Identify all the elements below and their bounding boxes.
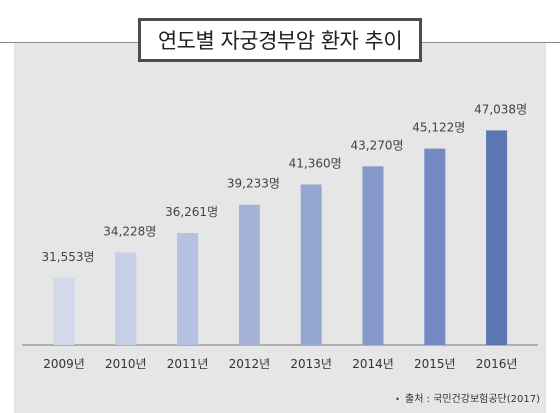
bar-2 <box>177 233 199 345</box>
bar-7 <box>486 130 508 345</box>
chart-panel <box>14 42 546 413</box>
source-note: • 출처 : 국민건강보험공단(2017) <box>395 390 540 405</box>
x-tick-2: 2011년 <box>167 357 209 371</box>
bar-series <box>53 130 508 345</box>
value-label-1: 34,228명 <box>103 224 156 238</box>
x-tick-1: 2010년 <box>105 357 147 371</box>
x-tick-4: 2013년 <box>290 357 332 371</box>
bar-6 <box>424 148 446 345</box>
x-tick-labels: 2009년 2010년 2011년 2012년 2013년 2014년 2015년 2016년 <box>43 357 517 371</box>
value-label-4: 41,360명 <box>289 157 342 171</box>
bar-5 <box>362 166 384 345</box>
value-label-7: 47,038명 <box>474 102 527 116</box>
source-bullet: • <box>395 395 400 404</box>
chart-title: 연도별 자궁경부암 환자 추이 <box>138 18 422 62</box>
x-tick-0: 2009년 <box>43 357 85 371</box>
value-label-6: 45,122명 <box>412 121 465 135</box>
source-text: 출처 : 국민건강보험공단(2017) <box>405 394 540 405</box>
x-tick-7: 2016년 <box>476 357 518 371</box>
value-labels: 31,553명 34,228명 36,261명 39,233명 41,360명 43,27… <box>41 102 527 263</box>
value-label-0: 31,553명 <box>41 250 94 264</box>
bar-4 <box>300 184 322 345</box>
bar-3 <box>238 204 260 345</box>
bar-1 <box>115 252 137 345</box>
x-tick-3: 2012년 <box>229 357 271 371</box>
x-tick-5: 2014년 <box>352 357 394 371</box>
value-label-5: 43,270명 <box>350 138 403 152</box>
bar-0 <box>53 277 75 345</box>
value-label-3: 39,233명 <box>227 177 280 191</box>
value-label-2: 36,261명 <box>165 205 218 219</box>
x-tick-6: 2015년 <box>414 357 456 371</box>
